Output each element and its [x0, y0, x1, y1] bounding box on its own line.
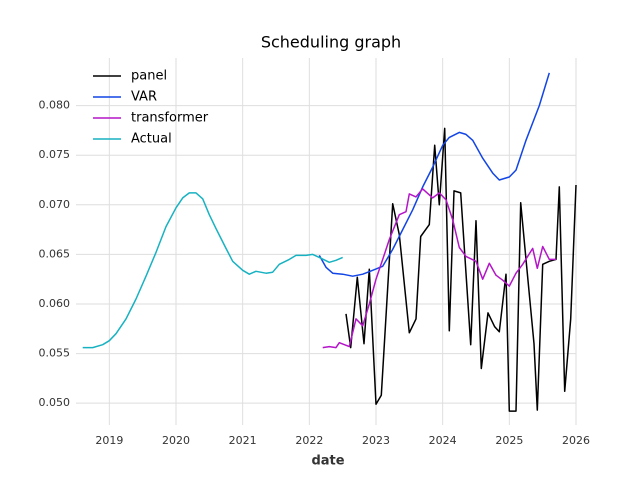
- x-tick-label: 2020: [162, 434, 190, 447]
- x-tick-label: 2023: [362, 434, 390, 447]
- y-tick-label: 0.080: [39, 99, 71, 112]
- y-tick-label: 0.075: [39, 148, 71, 161]
- x-tick-label: 2025: [495, 434, 523, 447]
- series-line: [318, 72, 551, 277]
- series-line: [82, 192, 343, 349]
- x-tick-label: 2021: [229, 434, 257, 447]
- chart-title: Scheduling graph: [261, 33, 401, 52]
- legend-label: transformer: [131, 111, 209, 126]
- y-tick-label: 0.055: [39, 347, 71, 360]
- x-axis-label: date: [311, 454, 344, 469]
- x-tick-label: 2026: [562, 434, 590, 447]
- x-tick-label: 2024: [429, 434, 457, 447]
- series-line: [345, 127, 577, 412]
- series-line: [322, 188, 556, 349]
- x-tick-label: 2019: [95, 434, 123, 447]
- y-tick-label: 0.065: [39, 247, 71, 260]
- legend-label: panel: [131, 69, 167, 84]
- x-tick-label: 2022: [295, 434, 323, 447]
- y-tick-label: 0.050: [39, 396, 71, 409]
- legend-label: VAR: [131, 90, 157, 105]
- legend-label: Actual: [131, 132, 172, 147]
- y-tick-label: 0.060: [39, 297, 71, 310]
- y-tick-label: 0.070: [39, 198, 71, 211]
